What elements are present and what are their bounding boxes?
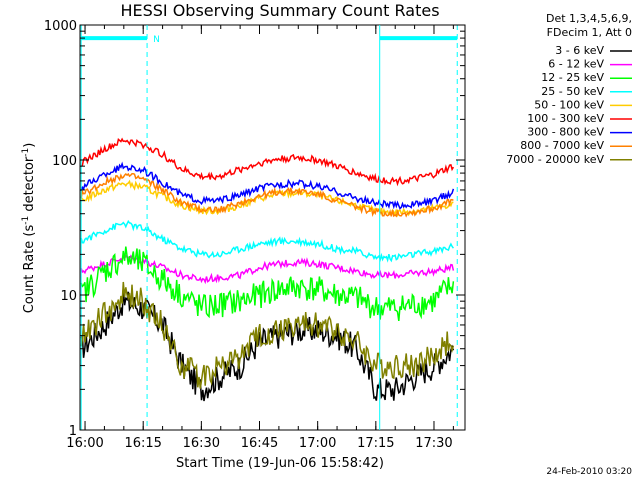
x-axis-label: Start Time (19-Jun-06 15:58:42)	[176, 456, 384, 471]
y-tick-label: 100	[52, 154, 77, 169]
legend-entry-label: 6 - 12 keV	[548, 58, 604, 71]
series-line	[80, 246, 455, 322]
series-line	[80, 137, 455, 187]
x-tick-label: 17:30	[415, 436, 452, 451]
series-line	[80, 172, 454, 218]
x-tick-label: 16:30	[183, 436, 220, 451]
legend-entry-label: 100 - 300 keV	[527, 112, 604, 125]
legend-header-line-2: FDecim 1, Att 0	[547, 26, 632, 39]
legend-header-line-1: Det 1,3,4,5,6,9,	[546, 12, 632, 25]
series-line	[80, 281, 455, 389]
y-tick-label: 10	[60, 289, 77, 304]
legend-entry-label: 7000 - 20000 keV	[506, 153, 604, 166]
y-tick-label: 1	[69, 424, 77, 439]
series-line	[80, 219, 455, 263]
legend-entry-label: 3 - 6 keV	[555, 44, 604, 57]
x-tick-label: 17:00	[299, 436, 336, 451]
legend-entry-label: 300 - 800 keV	[527, 126, 604, 139]
legend-entry-label: 50 - 100 keV	[534, 98, 604, 111]
y-tick-label: 1000	[44, 19, 77, 34]
timestamp: 24-Feb-2010 03:20	[546, 467, 632, 477]
chart-title: HESSI Observing Summary Count Rates	[120, 1, 439, 20]
flag-label: N	[153, 35, 160, 45]
legend-entry-label: 800 - 7000 keV	[520, 139, 604, 152]
x-tick-label: 17:15	[357, 436, 394, 451]
y-axis-label: Count Rate (s-1 detector-1)	[21, 143, 37, 314]
x-tick-label: 16:00	[66, 436, 103, 451]
series-line	[80, 161, 455, 210]
series-line	[80, 288, 455, 402]
x-tick-label: 16:45	[241, 436, 278, 451]
legend-entry-label: 25 - 50 keV	[541, 85, 604, 98]
legend-entry-label: 12 - 25 keV	[541, 71, 604, 84]
x-tick-label: 16:15	[124, 436, 161, 451]
plot-frame	[79, 24, 466, 431]
